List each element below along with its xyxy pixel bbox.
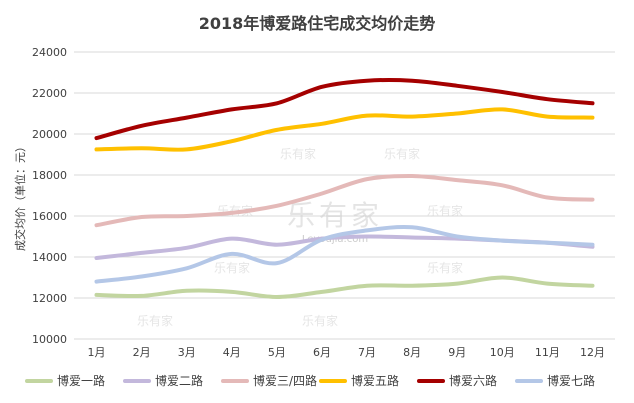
y-axis-tick-labels: 10000 12000 14000 16000 18000 20000 22000 24000 (32, 46, 67, 346)
series-line (94, 275, 595, 299)
x-tick-label: 2月 (133, 346, 151, 359)
y-tick-label: 24000 (32, 46, 67, 59)
watermark-brand-small: 乐有家 (427, 203, 463, 218)
y-tick-label: 18000 (32, 169, 67, 182)
legend-label: 博爱六路 (449, 373, 497, 388)
legend-label: 博爱三/四路 (253, 373, 317, 388)
x-tick-label: 1月 (88, 346, 106, 359)
x-tick-label: 9月 (448, 346, 466, 359)
data-series (94, 77, 595, 299)
y-axis-title: 成交均价（单位：元） (13, 141, 27, 251)
watermark-brand-small: 乐有家 (384, 146, 420, 161)
x-tick-label: 8月 (403, 346, 421, 359)
legend-label: 博爱二路 (155, 373, 203, 388)
chart-title: 2018年博爱路住宅成交均价走势 (199, 14, 436, 33)
x-tick-label: 4月 (223, 346, 241, 359)
watermark-brand-small: 乐有家 (137, 313, 173, 328)
legend-label: 博爱一路 (57, 373, 105, 388)
y-tick-label: 20000 (32, 128, 67, 141)
watermark-brand-small: 乐有家 (280, 146, 316, 161)
legend-label: 博爱七路 (547, 373, 595, 388)
watermark-brand: 乐有家 (287, 199, 383, 232)
x-tick-label: 10月 (490, 346, 515, 359)
series-line (94, 77, 595, 141)
y-tick-label: 22000 (32, 87, 67, 100)
x-tick-label: 11月 (535, 346, 560, 359)
watermark-brand-small: 乐有家 (427, 260, 463, 275)
y-tick-label: 14000 (32, 251, 67, 264)
watermark-brand-small: 乐有家 (214, 260, 250, 275)
x-tick-label: 3月 (178, 346, 196, 359)
legend: 博爱一路 博爱二路 博爱三/四路 博爱五路 博爱六路 博爱七路 (25, 373, 595, 388)
x-axis-tick-labels: 1月 2月 3月 4月 5月 6月 7月 8月 9月 10月 11月 12月 (88, 346, 605, 359)
series-line (94, 107, 595, 152)
y-tick-label: 12000 (32, 292, 67, 305)
x-tick-label: 7月 (358, 346, 376, 359)
watermark-brand-small: 乐有家 (302, 313, 338, 328)
legend-label: 博爱五路 (351, 373, 399, 388)
series-line (94, 173, 595, 228)
y-tick-label: 10000 (32, 333, 67, 346)
series-line (94, 225, 595, 284)
x-tick-label: 6月 (313, 346, 331, 359)
x-tick-label: 5月 (268, 346, 286, 359)
y-tick-label: 16000 (32, 210, 67, 223)
x-tick-label: 12月 (580, 346, 605, 359)
